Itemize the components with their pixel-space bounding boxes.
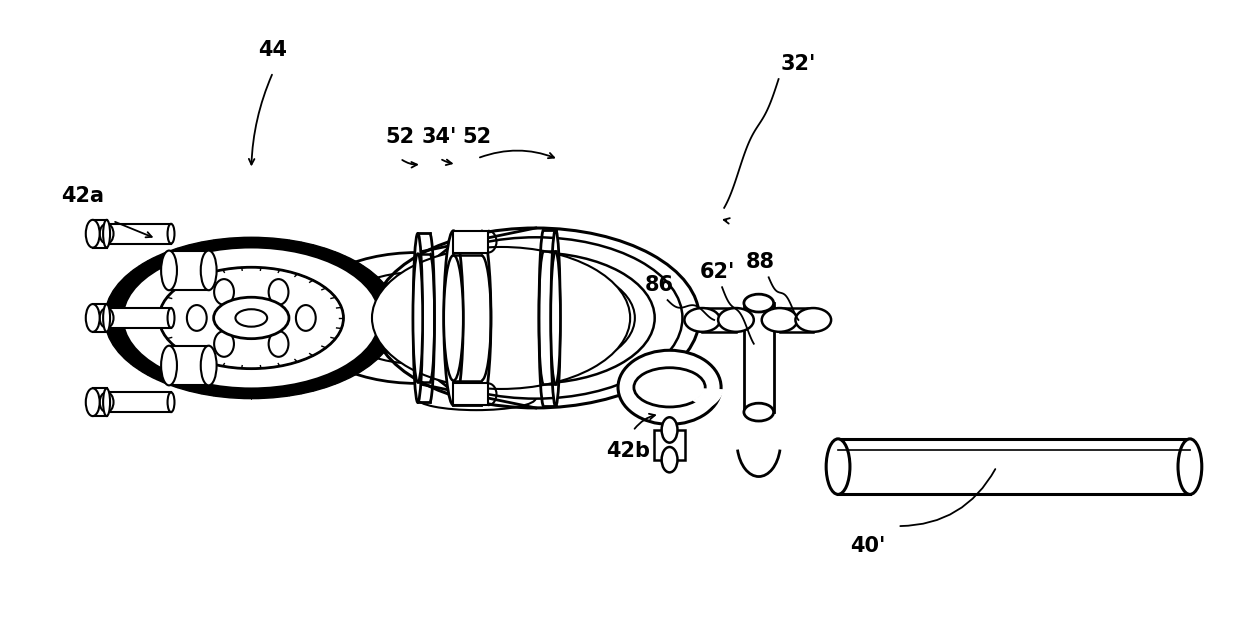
- Ellipse shape: [161, 345, 177, 386]
- Ellipse shape: [236, 309, 267, 327]
- Text: 44: 44: [259, 40, 288, 60]
- Ellipse shape: [826, 439, 849, 494]
- Polygon shape: [107, 224, 171, 244]
- Ellipse shape: [718, 308, 754, 332]
- Ellipse shape: [436, 263, 635, 372]
- Text: 42b: 42b: [606, 441, 650, 461]
- Polygon shape: [107, 393, 171, 412]
- Ellipse shape: [213, 297, 289, 339]
- Ellipse shape: [86, 220, 99, 248]
- Ellipse shape: [187, 305, 207, 331]
- Polygon shape: [702, 308, 737, 332]
- Ellipse shape: [86, 388, 99, 416]
- Ellipse shape: [167, 393, 175, 412]
- Ellipse shape: [103, 304, 110, 332]
- Ellipse shape: [744, 403, 774, 421]
- Ellipse shape: [104, 237, 398, 399]
- Ellipse shape: [215, 279, 234, 305]
- Ellipse shape: [618, 350, 722, 424]
- Text: 62': 62': [699, 262, 735, 282]
- Ellipse shape: [444, 231, 464, 405]
- Text: 32': 32': [781, 54, 816, 74]
- Polygon shape: [93, 304, 107, 332]
- Text: 86: 86: [645, 275, 675, 295]
- Polygon shape: [93, 388, 107, 416]
- Text: 34': 34': [422, 127, 458, 147]
- Ellipse shape: [684, 308, 720, 332]
- Polygon shape: [169, 251, 208, 290]
- Ellipse shape: [161, 251, 177, 290]
- Ellipse shape: [99, 224, 114, 244]
- Ellipse shape: [389, 237, 682, 399]
- Ellipse shape: [795, 308, 831, 332]
- Ellipse shape: [662, 447, 677, 472]
- Polygon shape: [744, 303, 774, 412]
- Ellipse shape: [417, 253, 655, 383]
- Ellipse shape: [99, 393, 114, 412]
- Ellipse shape: [296, 305, 316, 331]
- Ellipse shape: [123, 247, 381, 389]
- Ellipse shape: [159, 267, 343, 369]
- Ellipse shape: [662, 418, 677, 443]
- Polygon shape: [838, 439, 1190, 494]
- Ellipse shape: [167, 224, 175, 244]
- Ellipse shape: [269, 331, 289, 357]
- Ellipse shape: [413, 233, 423, 403]
- Text: 88: 88: [746, 253, 775, 273]
- Ellipse shape: [372, 228, 699, 408]
- Polygon shape: [780, 308, 813, 332]
- Ellipse shape: [167, 308, 175, 328]
- Polygon shape: [107, 308, 171, 328]
- Text: 40': 40': [851, 536, 885, 556]
- Text: 52: 52: [463, 127, 492, 147]
- Ellipse shape: [103, 220, 110, 248]
- Polygon shape: [93, 220, 107, 248]
- Ellipse shape: [1178, 439, 1202, 494]
- Polygon shape: [454, 231, 489, 253]
- Ellipse shape: [551, 251, 560, 384]
- Ellipse shape: [634, 367, 706, 407]
- Polygon shape: [653, 430, 686, 460]
- Ellipse shape: [551, 229, 560, 406]
- Text: 42a: 42a: [61, 186, 104, 206]
- Polygon shape: [169, 345, 208, 386]
- Ellipse shape: [744, 294, 774, 312]
- Polygon shape: [693, 389, 723, 408]
- Ellipse shape: [269, 279, 289, 305]
- Ellipse shape: [444, 255, 464, 381]
- Ellipse shape: [413, 254, 423, 382]
- Polygon shape: [454, 383, 489, 405]
- Ellipse shape: [761, 308, 797, 332]
- Ellipse shape: [215, 331, 234, 357]
- Ellipse shape: [99, 308, 114, 328]
- Ellipse shape: [103, 388, 110, 416]
- Ellipse shape: [372, 247, 630, 389]
- Text: 52: 52: [386, 127, 414, 147]
- Ellipse shape: [201, 345, 217, 386]
- Ellipse shape: [201, 251, 217, 290]
- Ellipse shape: [86, 304, 99, 332]
